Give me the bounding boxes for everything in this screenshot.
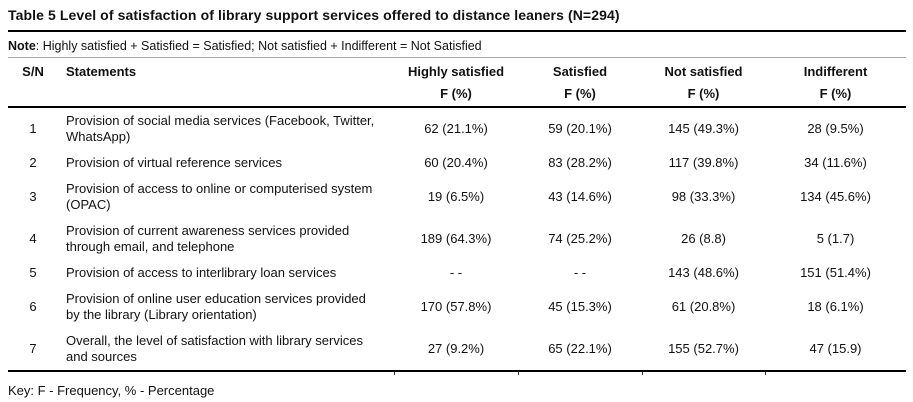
- header-row: S/N Statements Highly satisfied F (%) Sa…: [8, 58, 906, 108]
- cell-satisfied: 83 (28.2%): [548, 155, 612, 170]
- table-row: 7 Overall, the level of satisfaction with…: [8, 328, 906, 371]
- table-row: 3 Provision of access to online or comput…: [8, 176, 906, 218]
- column-sublabel: F (%): [819, 86, 852, 101]
- cell-indifferent: 34 (11.6%): [804, 155, 867, 170]
- cell-indifferent: 47 (15.9): [809, 341, 862, 356]
- cell-satisfied: 59 (20.1%): [548, 121, 612, 136]
- cell-highly-satisfied: 189 (64.3%): [420, 231, 492, 246]
- column-tick: [642, 372, 643, 375]
- cell-statement: Provision of virtual reference services: [66, 155, 283, 170]
- cell-not-satisfied: 61 (20.8%): [671, 299, 736, 314]
- cell-statement: Overall, the level of satisfaction with …: [66, 333, 363, 364]
- cell-not-satisfied: 155 (52.7%): [668, 341, 739, 356]
- cell-highly-satisfied: 60 (20.4%): [424, 155, 488, 170]
- column-header-highly-satisfied: Highly satisfied F (%): [394, 58, 518, 108]
- column-label: S/N: [22, 64, 44, 79]
- cell-highly-satisfied: 27 (9.2%): [427, 341, 485, 356]
- cell-statement: Provision of social media services (Face…: [66, 113, 375, 144]
- column-tick: [518, 372, 519, 375]
- cell-indifferent: 151 (51.4%): [800, 265, 871, 280]
- column-sublabel: F (%): [440, 86, 472, 101]
- cell-highly-satisfied: 62 (21.1%): [424, 121, 488, 136]
- table-title: Table 5 Level of satisfaction of library…: [8, 7, 620, 23]
- cell-statement: Provision of access to interlibrary loan…: [66, 265, 337, 280]
- cell-not-satisfied: 143 (48.6%): [668, 265, 739, 280]
- table-row: 4 Provision of current awareness services…: [8, 218, 906, 260]
- column-sublabel: [66, 86, 394, 102]
- cell-statement: Provision of access to online or compute…: [66, 181, 373, 212]
- column-header-statements: Statements: [58, 58, 394, 108]
- cell-sn: 1: [29, 121, 37, 136]
- satisfaction-table: S/N Statements Highly satisfied F (%) Sa…: [8, 58, 906, 372]
- cell-statement: Provision of current awareness services …: [66, 223, 350, 254]
- cell-satisfied: 65 (22.1%): [548, 341, 612, 356]
- column-tick: [394, 372, 395, 375]
- cell-indifferent: 28 (9.5%): [807, 121, 864, 136]
- column-label: Highly satisfied: [407, 64, 505, 79]
- table-row: 1 Provision of social media services (Fac…: [8, 107, 906, 150]
- cell-not-satisfied: 98 (33.3%): [671, 189, 736, 204]
- cell-satisfied: 74 (25.2%): [548, 231, 612, 246]
- note-divider: [8, 57, 906, 58]
- cell-sn: 5: [29, 265, 37, 280]
- column-label: Statements: [66, 64, 137, 79]
- column-sublabel: F (%): [687, 86, 720, 101]
- table-row: 2 Provision of virtual reference services…: [8, 150, 906, 176]
- column-sublabel: F (%): [564, 86, 596, 101]
- table-body: 1 Provision of social media services (Fac…: [8, 107, 906, 371]
- note-text: : Highly satisfied + Satisfied = Satisfi…: [35, 39, 482, 53]
- column-label: Indifferent: [803, 64, 868, 79]
- column-sublabel: [8, 86, 58, 102]
- table-row: 5 Provision of access to interlibrary loa…: [8, 260, 906, 286]
- title-divider: [8, 30, 906, 32]
- table-header: S/N Statements Highly satisfied F (%) Sa…: [8, 58, 906, 108]
- cell-satisfied: - -: [573, 265, 587, 280]
- column-header-not-satisfied: Not satisfied F (%): [642, 58, 765, 108]
- cell-not-satisfied: 145 (49.3%): [668, 121, 739, 136]
- cell-sn: 6: [29, 299, 37, 314]
- table-note: Note: Highly satisfied + Satisfied = Sat…: [8, 38, 906, 54]
- cell-indifferent: 5 (1.7): [816, 231, 855, 246]
- cell-sn: 4: [29, 231, 37, 246]
- column-tick: [765, 372, 766, 375]
- cell-highly-satisfied: - -: [449, 265, 463, 280]
- cell-indifferent: 134 (45.6%): [800, 189, 871, 204]
- cell-not-satisfied: 26 (8.8): [681, 231, 726, 246]
- cell-sn: 7: [29, 341, 37, 356]
- cell-satisfied: 45 (15.3%): [548, 299, 612, 314]
- table-row: 6 Provision of online user education serv…: [8, 286, 906, 328]
- cell-highly-satisfied: 170 (57.8%): [420, 299, 492, 314]
- column-label: Not satisfied: [664, 64, 743, 79]
- cell-highly-satisfied: 19 (6.5%): [427, 189, 485, 204]
- cell-indifferent: 18 (6.1%): [807, 299, 864, 314]
- cell-satisfied: 43 (14.6%): [548, 189, 612, 204]
- column-label: Satisfied: [552, 64, 608, 79]
- column-header-satisfied: Satisfied F (%): [518, 58, 642, 108]
- column-header-indifferent: Indifferent F (%): [765, 58, 906, 108]
- table-key: Key: F - Frequency, % - Percentage: [8, 383, 215, 398]
- cell-not-satisfied: 117 (39.8%): [668, 155, 739, 170]
- cell-statement: Provision of online user education servi…: [66, 291, 366, 322]
- column-header-sn: S/N: [8, 58, 58, 108]
- note-label: Note: [8, 39, 36, 53]
- bottom-rule-column-ticks: [8, 372, 906, 376]
- cell-sn: 2: [29, 155, 37, 170]
- cell-sn: 3: [29, 189, 37, 204]
